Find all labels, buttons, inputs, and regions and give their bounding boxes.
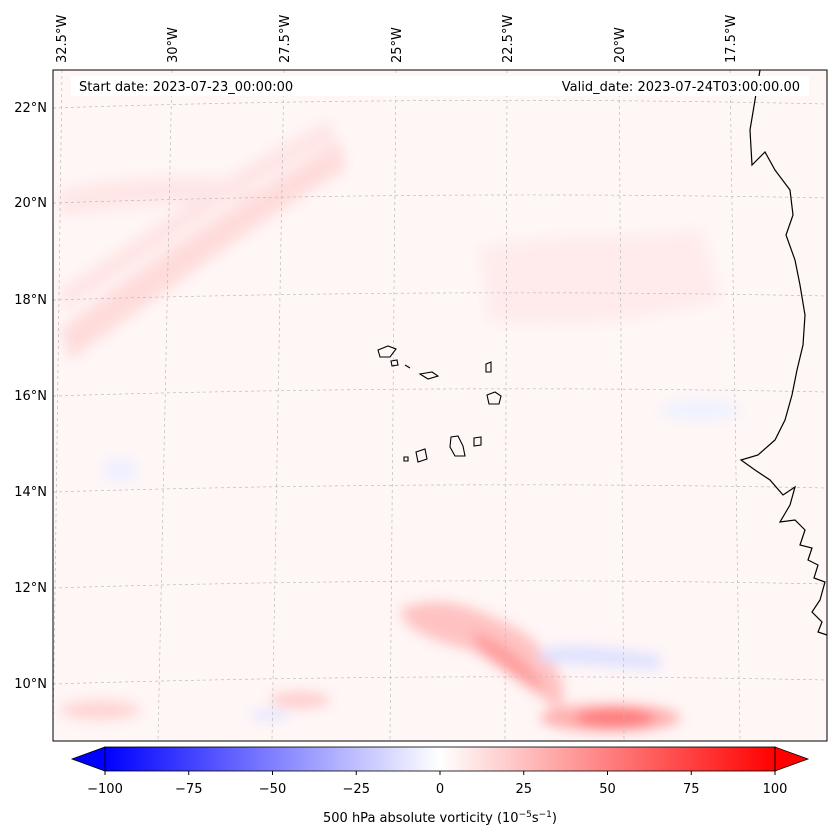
lat-label: 20°N bbox=[14, 196, 47, 211]
map-field bbox=[53, 70, 827, 741]
valid-date-text: Valid_date: 2023-07-24T03:00:00.00 bbox=[562, 80, 800, 95]
colorbar-tick-label: −100 bbox=[87, 782, 123, 797]
colorbar-max-arrow bbox=[774, 746, 810, 772]
start-date-text: Start date: 2023-07-23_00:00:00 bbox=[79, 80, 293, 95]
island-sao-vicente bbox=[390, 359, 399, 367]
colorbar-tick-label: −25 bbox=[343, 782, 370, 797]
lat-label: 22°N bbox=[14, 101, 47, 116]
lon-label: 20°W bbox=[613, 27, 628, 63]
lon-label: 27.5°W bbox=[278, 15, 293, 63]
island-santo-antao bbox=[377, 345, 397, 358]
map-frame bbox=[52, 69, 828, 742]
island-santa-luzia bbox=[404, 364, 411, 369]
island-brava bbox=[403, 456, 409, 462]
lat-label: 18°N bbox=[14, 293, 47, 308]
graticule bbox=[53, 70, 827, 741]
lon-labels: 32.5°W 30°W 27.5°W 25°W 22.5°W 20°W 17.5… bbox=[55, 15, 739, 63]
lat-label: 10°N bbox=[14, 677, 47, 692]
lon-label: 25°W bbox=[390, 27, 405, 63]
island-sal bbox=[485, 361, 492, 373]
colorbar-tick-label: 75 bbox=[683, 782, 700, 797]
colorbar-tick-label: 25 bbox=[515, 782, 532, 797]
vorticity-field bbox=[60, 120, 740, 732]
lat-label: 14°N bbox=[14, 485, 47, 500]
colorbar-tick-label: 100 bbox=[763, 782, 788, 797]
island-santiago bbox=[449, 435, 466, 457]
lon-label: 32.5°W bbox=[55, 15, 70, 63]
island-fogo bbox=[415, 448, 428, 463]
lon-label: 30°W bbox=[166, 27, 181, 63]
colorbar-min-arrow bbox=[70, 746, 106, 772]
colorbar: −100 −75 −50 −25 0 25 50 75 100 500 hPa … bbox=[70, 746, 810, 826]
lon-label: 17.5°W bbox=[724, 15, 739, 63]
coastline-africa bbox=[739, 70, 827, 636]
header-box bbox=[71, 76, 809, 96]
colorbar-label: 500 hPa absolute vorticity (10−5s−1) bbox=[323, 810, 557, 826]
lat-label: 12°N bbox=[14, 581, 47, 596]
island-boa-vista bbox=[486, 391, 502, 405]
lon-label: 22.5°W bbox=[501, 15, 516, 63]
colorbar-tick-label: 50 bbox=[599, 782, 616, 797]
island-sao-nicolau bbox=[418, 371, 440, 380]
colorbar-tick-label: −50 bbox=[259, 782, 286, 797]
lat-labels: 22°N 20°N 18°N 16°N 14°N 12°N 10°N bbox=[14, 101, 47, 692]
island-maio bbox=[473, 436, 482, 447]
colorbar-tick-label: −75 bbox=[175, 782, 202, 797]
colorbar-tick-label: 0 bbox=[436, 782, 444, 797]
cabo-verde-islands bbox=[377, 345, 502, 463]
colorbar-gradient bbox=[105, 747, 775, 771]
lat-label: 16°N bbox=[14, 389, 47, 404]
